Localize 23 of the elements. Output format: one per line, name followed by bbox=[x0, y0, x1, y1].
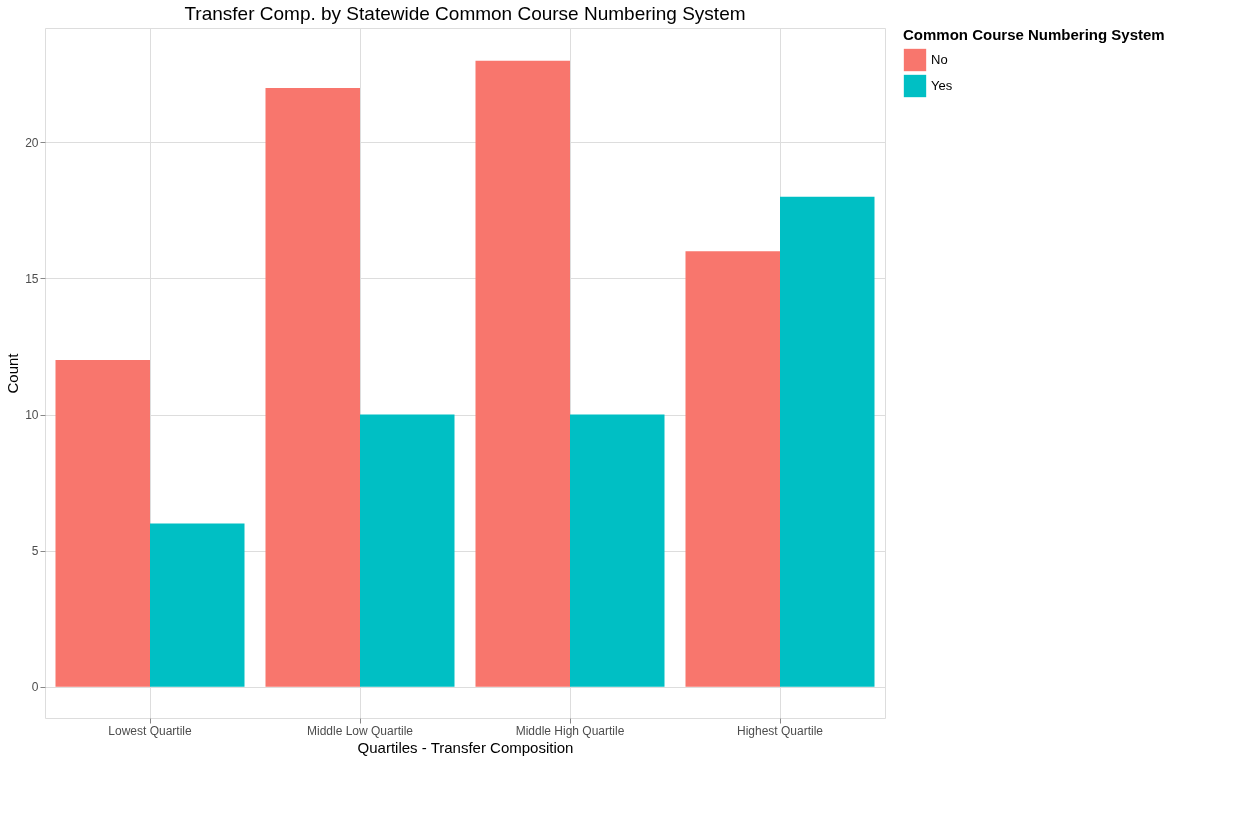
y-tick-label: 5 bbox=[31, 544, 39, 559]
bar bbox=[265, 87, 360, 687]
bar bbox=[780, 196, 875, 687]
bar bbox=[150, 523, 245, 687]
y-tick-label: 10 bbox=[25, 408, 39, 423]
y-tick-label: 20 bbox=[25, 135, 39, 150]
y-tick-label: 15 bbox=[25, 271, 39, 286]
x-tick-label: Lowest Quartile bbox=[108, 723, 193, 738]
bar bbox=[475, 60, 570, 687]
bar bbox=[570, 414, 665, 687]
x-tick-label: Middle Low Quartile bbox=[306, 723, 414, 738]
y-axis-title: Count bbox=[4, 352, 22, 394]
legend-label: No bbox=[931, 52, 948, 67]
x-axis-title: Quartiles - Transfer Composition bbox=[357, 738, 574, 756]
chart-title: Transfer Comp. by Statewide Common Course Numbering System bbox=[184, 3, 746, 24]
legend-title: Common Course Numbering System bbox=[903, 26, 1165, 43]
y-tick-label: 0 bbox=[31, 680, 39, 695]
bar bbox=[360, 414, 455, 687]
legend-label: Yes bbox=[931, 78, 953, 93]
x-tick-label: Highest Quartile bbox=[736, 723, 824, 738]
bar bbox=[55, 360, 150, 687]
x-tick-label: Middle High Quartile bbox=[515, 723, 625, 738]
bar bbox=[685, 251, 780, 687]
